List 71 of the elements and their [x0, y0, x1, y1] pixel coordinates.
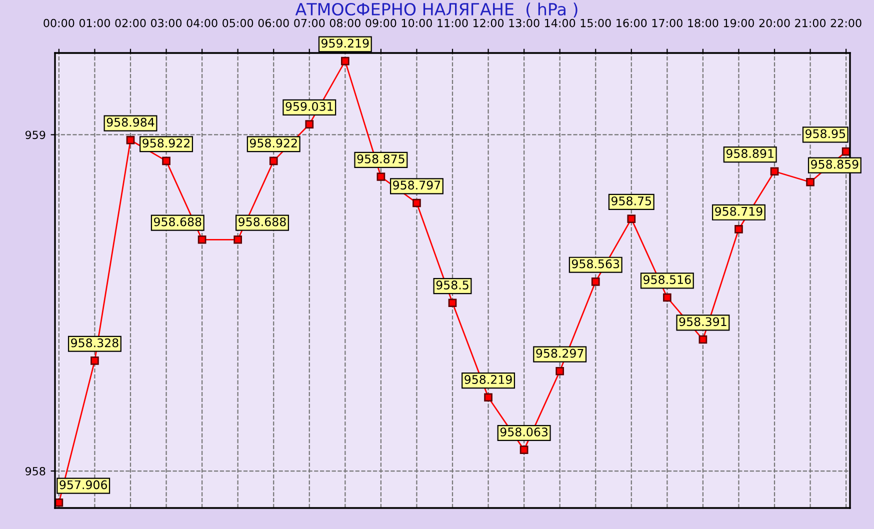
data-label: 958.922 [250, 138, 297, 148]
y-tick-label: 959 [25, 130, 46, 140]
x-tick-label: 20:00 [759, 18, 790, 28]
x-tick-label: 22:00 [830, 18, 862, 28]
data-label: 958.391 [679, 317, 726, 326]
data-label: 958.984 [106, 118, 154, 127]
data-label: 958.516 [644, 275, 691, 284]
data-label: 958.063 [500, 427, 548, 436]
point [663, 293, 672, 302]
point [234, 235, 242, 244]
point [484, 393, 492, 402]
point [591, 278, 600, 286]
data-label: 958.219 [464, 375, 512, 384]
point [55, 498, 64, 507]
point [412, 198, 421, 208]
x-tick-label: 04:00 [186, 18, 218, 28]
data-label: 958.563 [572, 259, 620, 268]
data-label: 958.719 [715, 206, 762, 216]
point [556, 366, 564, 376]
x-tick-label: 09:00 [366, 18, 396, 28]
data-label: 958.922 [142, 138, 190, 148]
data-label: 957.906 [60, 480, 108, 490]
data-label: 958.891 [726, 149, 774, 158]
point [162, 156, 170, 166]
x-tick-label: 13:00 [509, 18, 540, 28]
x-tick-label: 03:00 [150, 18, 182, 28]
point [520, 446, 528, 454]
point [305, 120, 314, 128]
x-tick-label: 12:00 [473, 18, 504, 28]
x-tick-label: 11:00 [438, 18, 468, 28]
x-tick-label: 02:00 [115, 18, 146, 28]
x-tick-label: 17:00 [652, 18, 682, 28]
chart-title: АТМОСФЕРНО НАЛЯГАНЕ ( hPa ) [295, 2, 578, 18]
x-tick-label: 14:00 [545, 18, 576, 28]
point [627, 214, 636, 223]
data-label: 959.031 [286, 102, 333, 111]
point [806, 178, 814, 186]
x-tick-label: 06:00 [258, 18, 289, 28]
x-tick-label: 18:00 [688, 18, 718, 28]
data-label: 958.328 [71, 338, 118, 348]
x-tick-label: 00:00 [44, 18, 74, 28]
data-label: 958.688 [238, 217, 286, 226]
point [698, 335, 708, 344]
point [448, 298, 457, 308]
x-tick-label: 21:00 [795, 18, 826, 28]
y-tick-label: 958 [25, 466, 46, 476]
point [340, 56, 350, 66]
x-tick-label: 05:00 [222, 18, 254, 28]
x-tick-label: 07:00 [294, 18, 325, 28]
data-label: 958.297 [536, 348, 584, 358]
point [734, 225, 743, 234]
x-tick-label: 10:00 [402, 18, 432, 28]
point [770, 167, 779, 176]
x-tick-label: 15:00 [580, 18, 611, 28]
x-tick-label: 16:00 [616, 18, 647, 28]
data-label: 958.797 [393, 180, 440, 190]
data-label: 958.5 [436, 280, 468, 290]
data-label: 958.688 [154, 217, 202, 226]
point [376, 172, 386, 181]
data-label: 958.875 [357, 154, 404, 164]
data-label: 958.75 [611, 196, 652, 206]
x-tick-label: 01:00 [79, 18, 110, 28]
point [126, 136, 135, 144]
point [198, 235, 206, 244]
point [90, 356, 99, 365]
data-label: 959.219 [322, 38, 369, 48]
x-tick-label: 19:00 [724, 18, 754, 28]
point [269, 156, 278, 166]
data-label: 958.859 [811, 160, 858, 169]
x-tick-label: 08:00 [330, 18, 360, 28]
data-label: 958.95 [806, 129, 846, 138]
